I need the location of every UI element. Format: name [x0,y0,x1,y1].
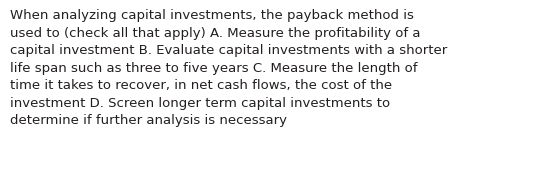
Text: When analyzing capital investments, the payback method is
used to (check all tha: When analyzing capital investments, the … [10,9,448,127]
